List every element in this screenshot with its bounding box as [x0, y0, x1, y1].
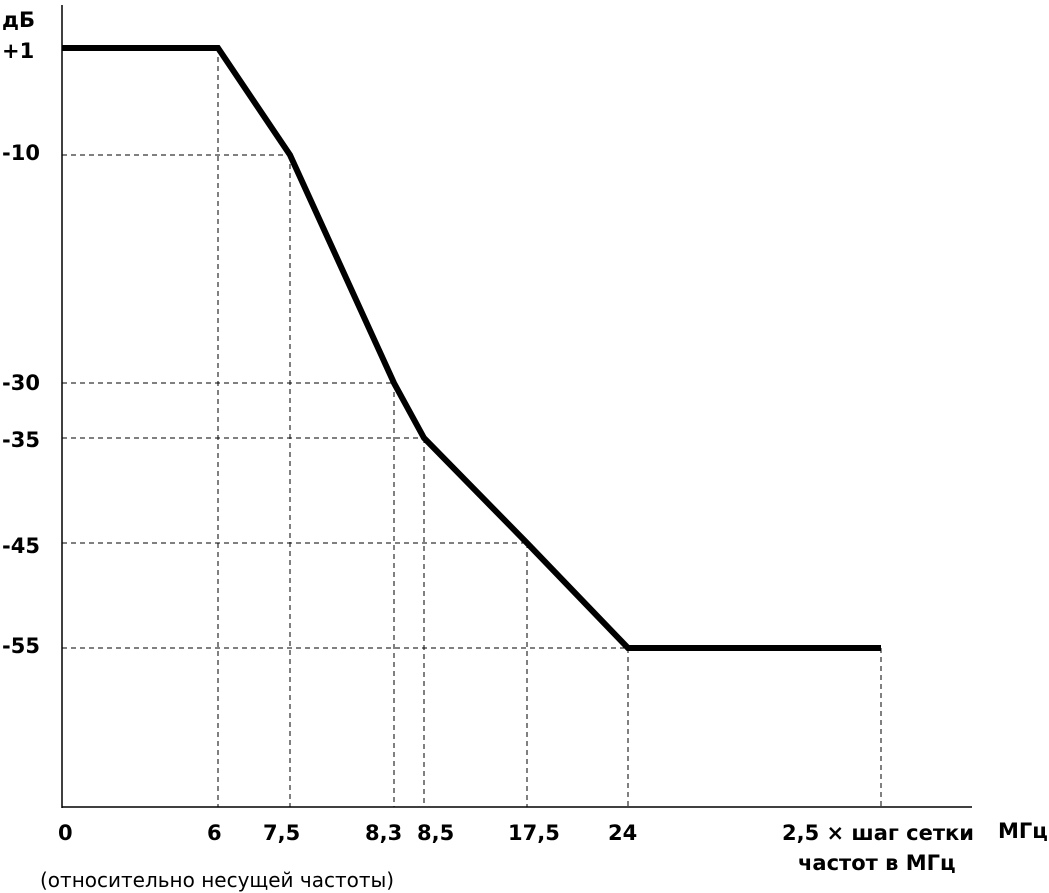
- y-tick-label-m10: -10: [2, 141, 40, 165]
- y-tick-label-m55: -55: [2, 634, 40, 658]
- x-tick-label-grid-line2: частот в МГц: [798, 851, 956, 875]
- y-tick-label-m45: -45: [2, 534, 40, 558]
- y-tick-label-m35: -35: [2, 428, 40, 452]
- x-tick-label-6: 6: [207, 821, 222, 845]
- x-tick-label-7-5: 7,5: [263, 821, 300, 845]
- x-axis-note: (относительно несущей частоты): [40, 868, 394, 892]
- x-tick-label-8-5: 8,5: [417, 821, 454, 845]
- x-tick-label-24: 24: [608, 821, 637, 845]
- mask-series-line: [62, 45, 881, 651]
- guide-lines: [62, 48, 882, 807]
- x-tick-label-8-3: 8,3: [365, 821, 402, 845]
- axes: [61, 5, 972, 808]
- x-tick-label-grid-line1: 2,5 × шаг сетки: [782, 821, 974, 845]
- x-tick-label-17-5: 17,5: [508, 821, 560, 845]
- y-tick-label-p1: +1: [2, 39, 34, 63]
- x-unit-label: МГц: [998, 819, 1048, 843]
- x-tick-label-0: 0: [58, 821, 73, 845]
- y-tick-label-m30: -30: [2, 371, 40, 395]
- y-unit-label: дБ: [2, 8, 35, 32]
